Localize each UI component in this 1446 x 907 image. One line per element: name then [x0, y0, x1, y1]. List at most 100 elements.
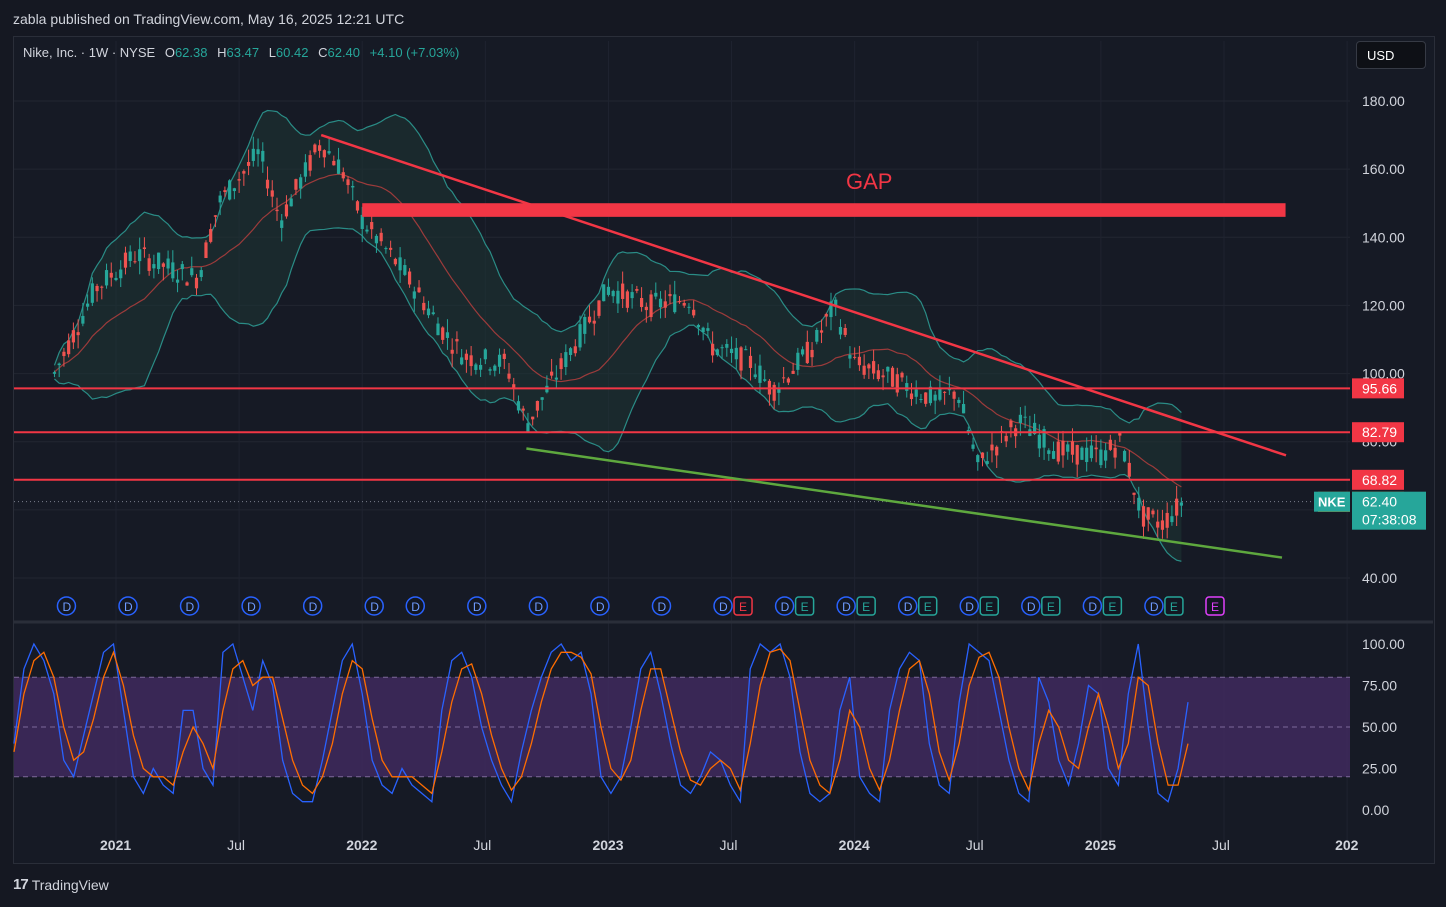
candle-body	[114, 277, 118, 281]
candle-body	[843, 327, 847, 335]
candle-body	[924, 392, 928, 404]
earnings-marker-label: E	[924, 600, 932, 614]
candle-body	[976, 455, 980, 463]
candle-body	[1080, 447, 1084, 460]
candle-body	[635, 289, 639, 291]
time-axis-tick: 2023	[592, 837, 623, 853]
candle-body	[540, 397, 544, 400]
currency-button[interactable]: USD	[1356, 41, 1426, 69]
candle-body	[895, 374, 899, 393]
candle-body	[1085, 447, 1089, 463]
candle-body	[673, 294, 677, 313]
candle-body	[341, 172, 345, 179]
candle-body	[1141, 506, 1146, 527]
candle-body	[573, 346, 577, 354]
legend-close-label: C	[318, 45, 328, 60]
earnings-marker-label: E	[985, 600, 993, 614]
candle-body	[502, 353, 506, 359]
candle-body	[630, 292, 634, 299]
candle-body	[85, 303, 90, 307]
price-axis-tick: 180.00	[1362, 93, 1405, 109]
candle-body	[464, 353, 468, 360]
candle-body	[384, 248, 388, 250]
level-price-badge	[1352, 469, 1404, 490]
candle-body	[516, 401, 521, 411]
candle-body	[990, 444, 994, 451]
candle-body	[294, 179, 298, 190]
candle-body	[753, 374, 757, 378]
earnings-marker	[1164, 596, 1184, 616]
candle-body	[961, 404, 966, 414]
candle-body	[1104, 450, 1108, 461]
oscillator-axis-tick: 0.00	[1362, 802, 1389, 818]
candle-body	[886, 366, 890, 372]
earnings-marker-label: E	[801, 600, 809, 614]
candle-body	[199, 270, 203, 278]
candle-body	[909, 393, 914, 400]
dividend-marker	[118, 596, 138, 616]
upcoming-earnings-marker	[1205, 596, 1225, 616]
candle-body	[336, 159, 341, 174]
candle-body	[602, 284, 606, 302]
candle-body	[1009, 420, 1013, 428]
candle-body	[592, 320, 596, 324]
candle-body	[507, 373, 511, 379]
level-price-badge	[1352, 422, 1404, 443]
candle-body	[658, 298, 663, 308]
dividend-marker-label: D	[842, 600, 851, 614]
legend-change: +4.10 (+7.03%)	[369, 45, 460, 60]
candle-body	[441, 327, 445, 340]
dividend-marker	[713, 596, 733, 616]
candle-body	[1137, 497, 1141, 511]
time-axis-tick: 2022	[346, 837, 377, 853]
legend-close: 62.40	[327, 45, 361, 60]
support-trendline	[526, 447, 1283, 559]
footer-brand[interactable]: 17 TradingView	[13, 876, 109, 893]
candle-body	[512, 384, 516, 389]
bollinger-band-fill	[54, 110, 1182, 562]
candle-body	[123, 252, 128, 268]
candle-body	[791, 370, 795, 374]
candle-body	[450, 349, 454, 354]
candle-body	[185, 282, 189, 286]
candle-body	[228, 180, 232, 200]
time-axis-tick: Jul	[227, 837, 245, 853]
level-price-value: 82.79	[1362, 424, 1397, 440]
dividend-marker	[1144, 596, 1164, 616]
dividend-marker-label: D	[965, 600, 974, 614]
candle-body	[95, 285, 99, 292]
candle-body	[1151, 510, 1155, 515]
candle-body	[786, 378, 790, 383]
candle-body	[763, 379, 767, 381]
candle-body	[1018, 414, 1022, 423]
top-bar: zabla published on TradingView.com, May …	[0, 0, 1446, 36]
candle-body	[720, 347, 724, 349]
candle-body	[748, 355, 753, 368]
candle-body	[701, 327, 705, 333]
candle-body	[374, 235, 379, 244]
candle-body	[436, 323, 440, 336]
last-price-badge	[1352, 491, 1426, 530]
candle-body	[838, 326, 843, 335]
candle-body	[1075, 445, 1079, 465]
candle-body	[1156, 521, 1160, 528]
candle-body	[128, 251, 132, 262]
dividend-marker-label: D	[473, 600, 482, 614]
candle-body	[985, 461, 989, 464]
candle-body	[1042, 429, 1046, 448]
candle-body	[744, 349, 748, 351]
candle-body	[677, 301, 682, 303]
dividend-marker	[1082, 596, 1103, 616]
candle-body	[322, 150, 326, 158]
candle-body	[138, 249, 142, 262]
countdown-value: 07:38:08	[1362, 512, 1417, 528]
candle-body	[261, 150, 265, 162]
candle-body	[62, 351, 66, 357]
dividend-marker	[179, 596, 200, 616]
candle-body	[417, 287, 421, 293]
candle-body	[715, 349, 719, 355]
candle-body	[782, 377, 786, 379]
candle-body	[611, 290, 615, 297]
upcoming-earnings-label: E	[1211, 600, 1219, 614]
